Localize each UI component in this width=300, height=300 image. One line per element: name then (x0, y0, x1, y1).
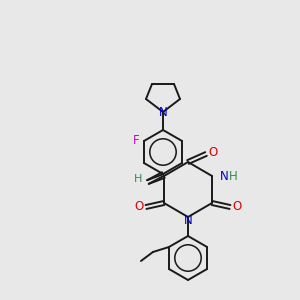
Text: H: H (134, 174, 142, 184)
Text: F: F (133, 134, 139, 148)
Text: O: O (134, 200, 144, 214)
Text: O: O (232, 200, 242, 214)
Text: N: N (184, 214, 192, 227)
Text: H: H (229, 169, 238, 182)
Text: N: N (220, 169, 229, 182)
Text: O: O (208, 146, 217, 158)
Text: N: N (159, 106, 167, 118)
